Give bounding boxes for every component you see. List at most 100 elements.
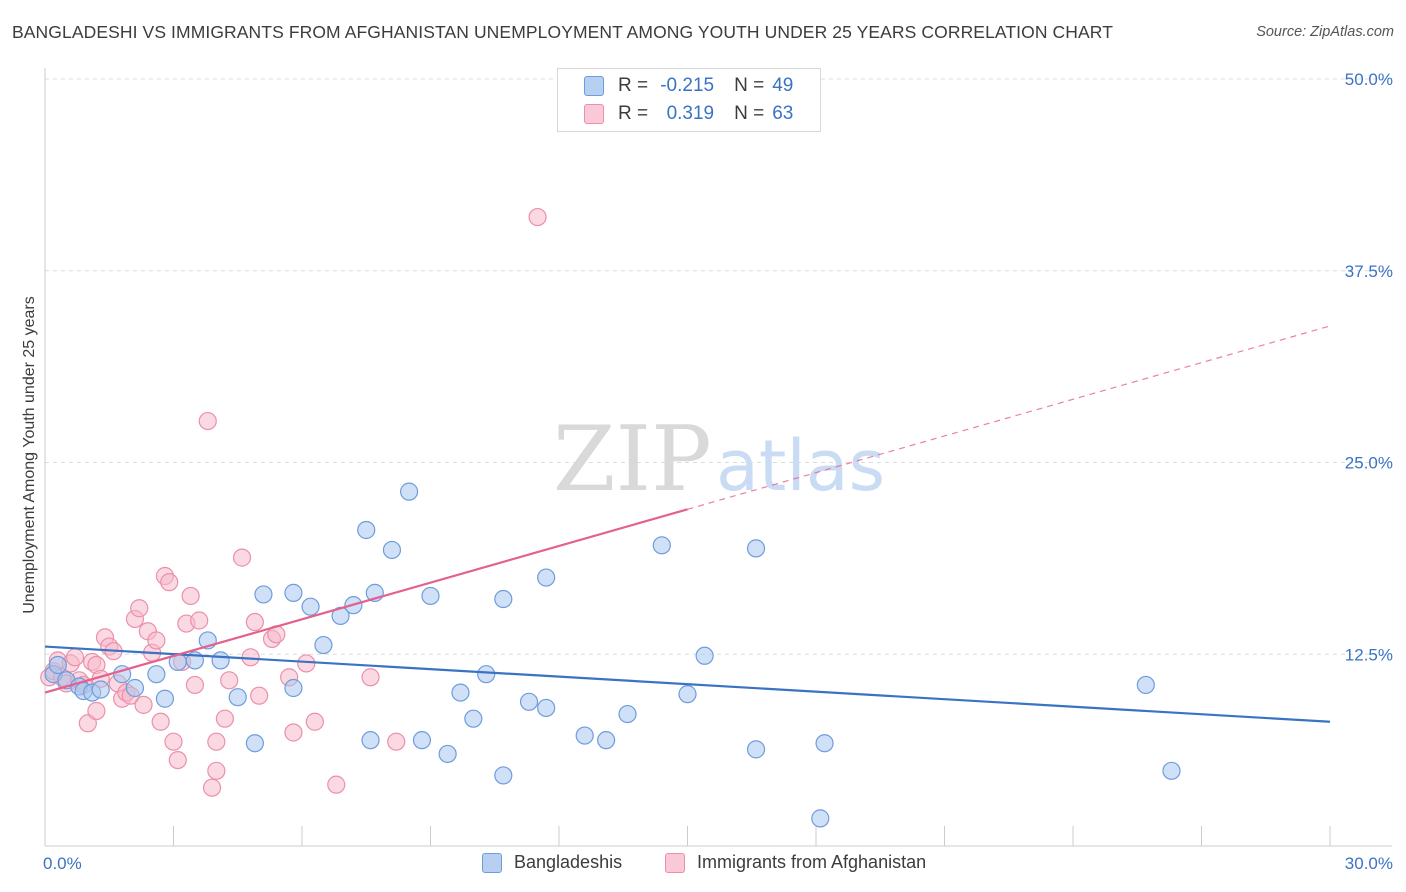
legend-r-label: R = (618, 103, 649, 124)
afghanistan-point (190, 611, 209, 630)
afghanistan-point (207, 732, 226, 751)
afghanistan-point (220, 671, 239, 690)
bangladeshis-point (494, 766, 513, 785)
bangladeshis-point (284, 678, 303, 698)
bangladeshis-point (494, 589, 513, 609)
legend-r-value: -0.215 (660, 75, 715, 96)
bangladeshis-point (421, 586, 440, 606)
afghanistan-point (164, 732, 183, 751)
afghanistan-point (232, 548, 252, 567)
legend-r-label: R = (618, 75, 649, 96)
afghanistan-trend-extension (687, 325, 1331, 510)
legend-label-afghanistan: Immigrants from Afghanistan (697, 852, 927, 872)
bangladeshis-point (155, 689, 175, 708)
y-tick-label: 50.0% (1345, 70, 1393, 89)
x-tick-label: 0.0% (43, 854, 82, 873)
bangladeshis-point (228, 688, 247, 707)
afghanistan-trend-line (44, 508, 688, 694)
bangladeshis-point (519, 692, 539, 711)
bangladeshis-point (147, 665, 166, 684)
afghanistan-point (361, 668, 380, 687)
bangladeshis-point (301, 597, 320, 616)
afghanistan-point (78, 714, 97, 733)
bangladeshis-point (361, 731, 380, 750)
legend-swatch-bangladeshis (584, 76, 604, 96)
afghanistan-point (284, 723, 303, 742)
afghanistan-point (130, 599, 149, 618)
legend-row-bangladeshis: R = -0.215 N = 49 (558, 74, 793, 98)
legend-n-label: N = (734, 75, 765, 96)
y-tick-label: 25.0% (1345, 454, 1393, 473)
watermark-atlas: atlas (716, 425, 885, 507)
afghanistan-point (151, 712, 170, 731)
bangladeshis-point (618, 704, 637, 724)
bangladeshis-point (575, 726, 594, 745)
afghanistan-point (198, 411, 217, 431)
bangladeshis-point (48, 655, 67, 675)
bangladeshis-point (451, 683, 470, 702)
afghanistan-point (168, 750, 187, 770)
afghanistan-point (134, 695, 153, 714)
bangladeshis-point (245, 734, 264, 753)
bangladeshis-point (1162, 761, 1181, 780)
gridlines (45, 78, 1392, 655)
axes (44, 68, 1392, 847)
bangladeshis-point (537, 568, 556, 587)
legend-n-value: 49 (772, 75, 794, 96)
legend-item-afghanistan: Immigrants from Afghanistan (665, 852, 926, 873)
bangladeshis-point (746, 740, 766, 759)
legend-swatch-bangladeshis (482, 852, 502, 873)
bangladeshis-point (382, 540, 402, 560)
bangladeshis-point (695, 646, 714, 665)
afghanistan-point (305, 712, 324, 731)
legend-label-bangladeshis: Bangladeshis (514, 852, 623, 872)
afghanistan-point (245, 612, 264, 632)
bangladeshis-point (399, 482, 419, 501)
afghanistan-point (65, 648, 85, 667)
afghanistan-point (202, 778, 222, 797)
bangladeshis-point (678, 685, 697, 704)
x-tick-label: 30.0% (1345, 854, 1393, 873)
bangladeshis-point (597, 731, 616, 750)
chart-title: BANGLADESHI VS IMMIGRANTS FROM AFGHANIST… (12, 22, 1114, 42)
y-tick-label: 12.5% (1345, 645, 1393, 664)
bangladeshis-point (314, 635, 333, 655)
afghanistan-point (147, 631, 166, 650)
bangladeshis-point (815, 734, 834, 753)
legend-row-afghanistan: R = 0.319 N = 63 (558, 102, 793, 126)
bangladeshis-trend-line (44, 645, 1331, 723)
bangladeshis-point (125, 678, 145, 698)
bangladeshis-point (652, 536, 671, 555)
legend-item-bangladeshis: Bangladeshis (482, 852, 622, 873)
bangladeshis-point (477, 665, 496, 684)
afghanistan-point (387, 732, 406, 751)
bangladeshis-point (412, 731, 432, 750)
afghanistan-point (215, 709, 234, 728)
bangladeshis-point (91, 680, 110, 699)
bangladeshis-point (537, 698, 556, 718)
bangladeshis-point (357, 520, 376, 540)
legend-swatch-afghanistan (584, 104, 604, 124)
afghanistan-points (40, 207, 547, 797)
correlation-legend: R = -0.215 N = 49 R = 0.319 N = 63 (557, 68, 821, 132)
bangladeshis-point (254, 585, 273, 604)
afghanistan-point (327, 775, 346, 794)
legend-swatch-afghanistan (665, 852, 685, 873)
bangladeshis-point (746, 539, 766, 558)
bangladeshis-point (1136, 675, 1155, 695)
watermark-zip: ZIP (553, 407, 712, 512)
y-tick-label: 37.5% (1345, 262, 1393, 281)
afghanistan-point (528, 207, 547, 227)
tick-labels: 12.5% 25.0% 37.5% 50.0% 0.0% 30.0% (43, 70, 1393, 873)
afghanistan-point (160, 573, 179, 592)
bangladeshis-point (284, 583, 303, 602)
bangladeshis-point (438, 744, 457, 764)
bangladeshis-point (464, 709, 483, 728)
bangladeshis-point (811, 809, 830, 828)
trend-lines (44, 325, 1331, 723)
afghanistan-point (181, 586, 200, 606)
legend-r-value: 0.319 (666, 103, 715, 124)
afghanistan-point (250, 686, 269, 705)
afghanistan-point (207, 761, 226, 780)
